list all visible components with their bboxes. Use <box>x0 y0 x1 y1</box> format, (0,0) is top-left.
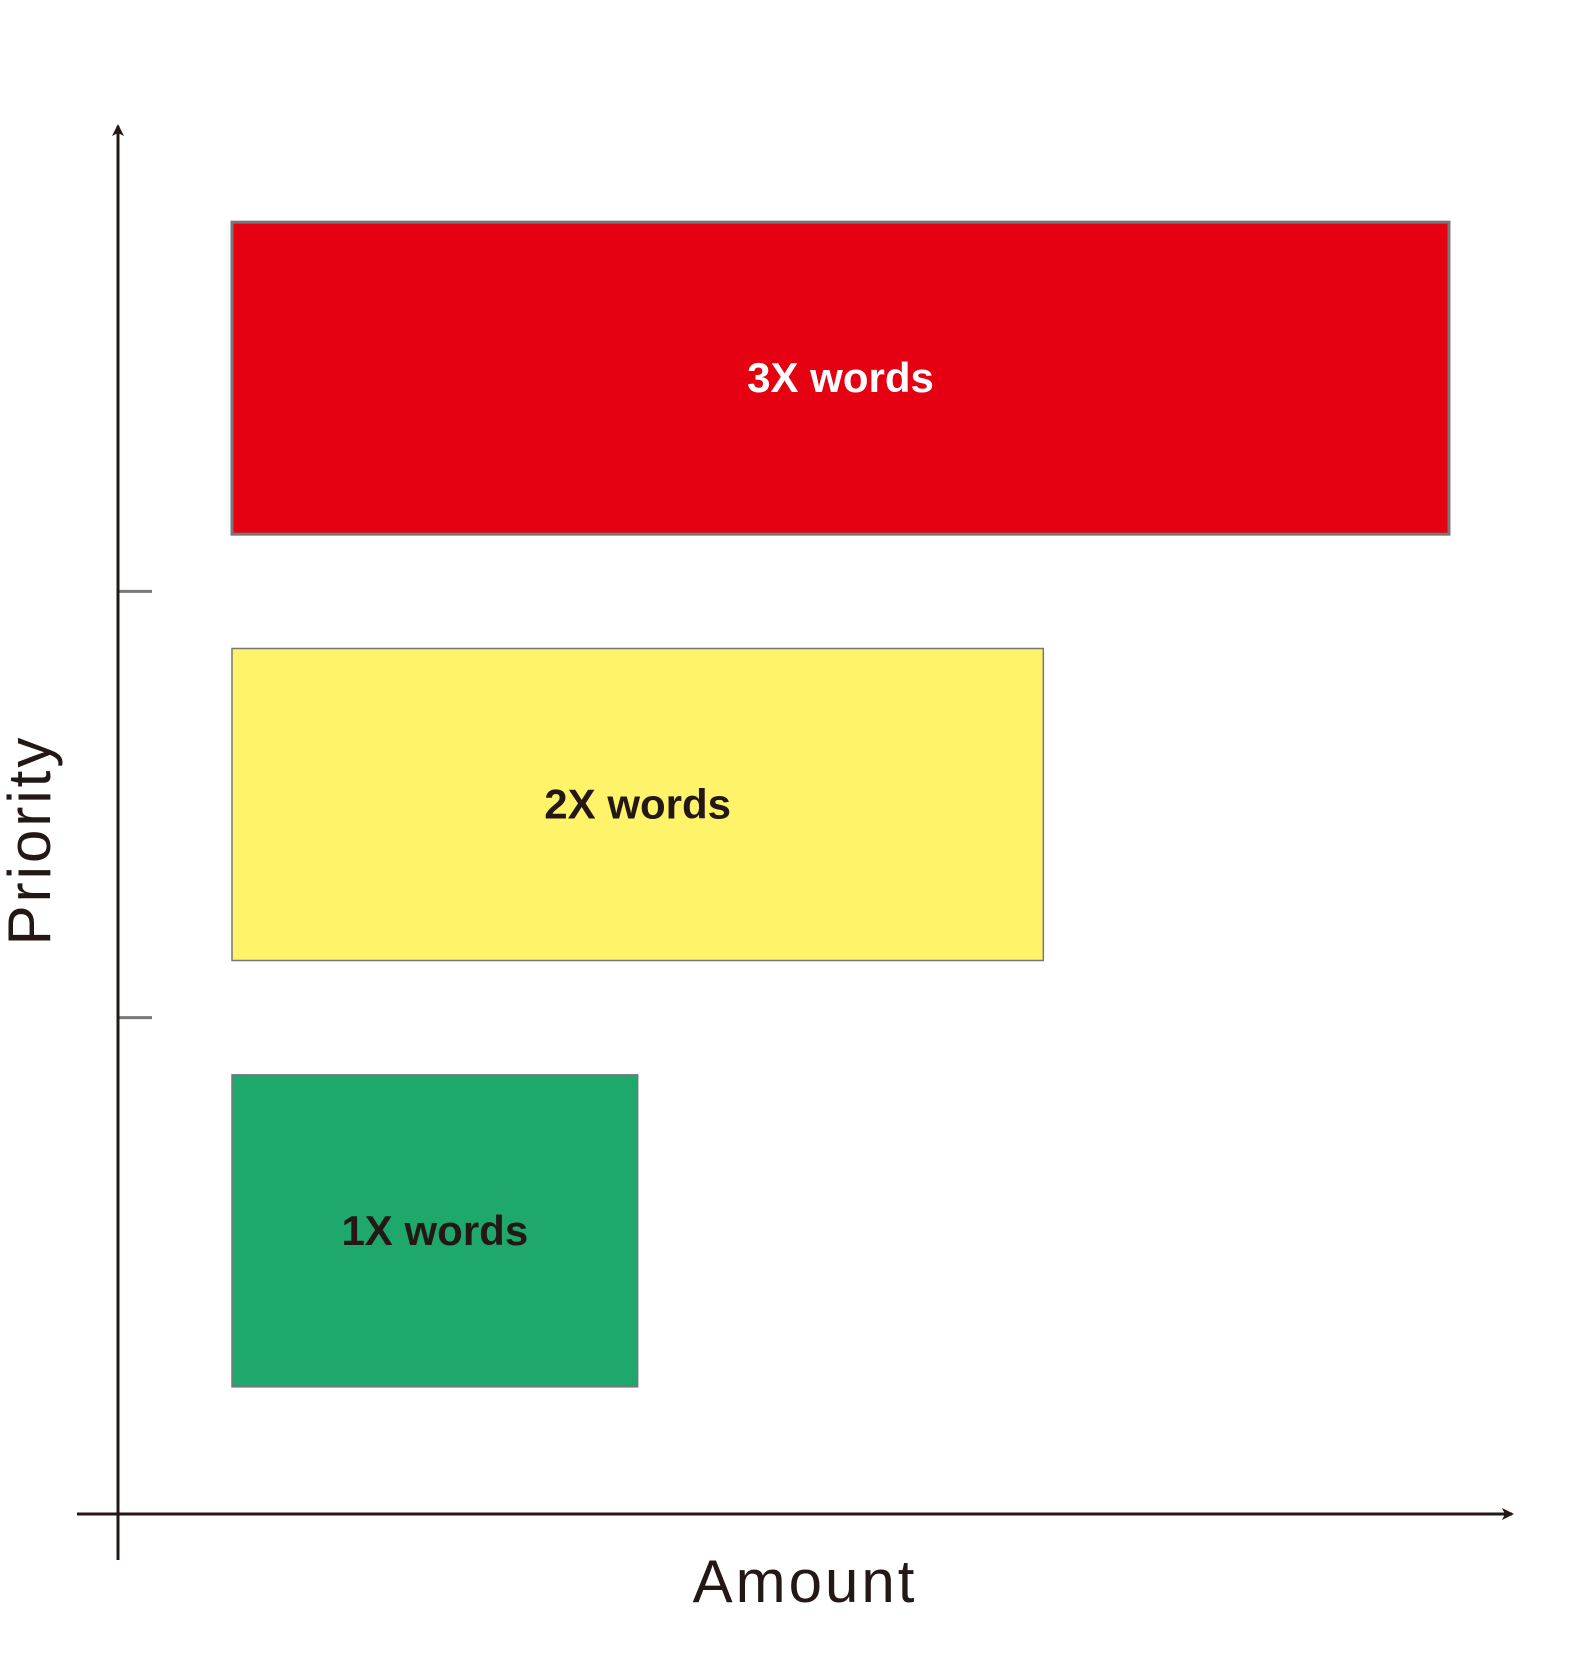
bar-1x-words <box>231 1074 639 1388</box>
bar-2x-words <box>231 647 1045 962</box>
bar-label-3x-words: 3X words <box>747 354 934 401</box>
bars: 1X words 2X words 3X words <box>230 220 1451 1388</box>
x-axis-label: Amount <box>693 1548 918 1615</box>
bar-label-1x-words: 1X words <box>341 1207 528 1254</box>
bar-label-2x-words: 2X words <box>544 781 731 828</box>
y-axis-label: Priority <box>0 735 63 946</box>
y-axis-ticks <box>118 589 152 1020</box>
bar-3x-words <box>230 220 1451 536</box>
